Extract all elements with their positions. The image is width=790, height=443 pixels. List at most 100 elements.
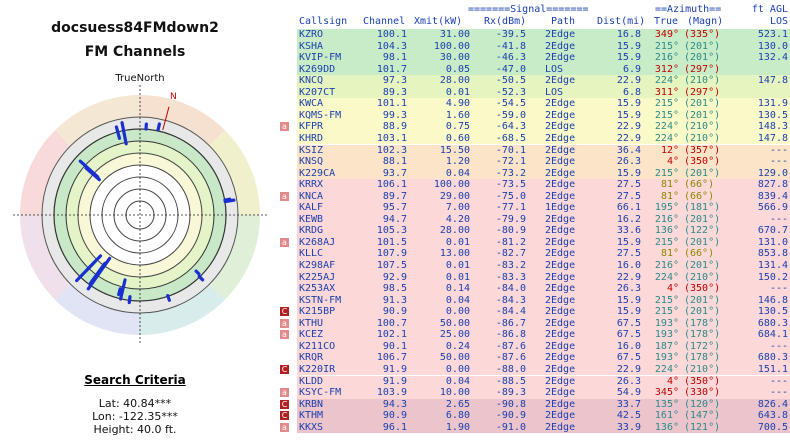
cell-los: 853.8 xyxy=(757,248,788,260)
cell-rx: -46.3 xyxy=(495,52,526,64)
cell-mg: (201°) xyxy=(684,260,721,271)
row-background xyxy=(297,132,790,145)
table-row[interactable]: KSTN-FM 91.3 0.04 -84.3 2Edge 15.9 215° (201°) 1… xyxy=(279,294,790,307)
cell-call: K229CA xyxy=(299,167,336,179)
cell-mg: (201°) xyxy=(684,294,721,306)
table-row[interactable]: K229CA 93.7 0.04 -73.2 2Edge 15.9 215° (201°) 12… xyxy=(279,167,790,180)
cell-ch: 90.1 xyxy=(382,340,407,352)
table-row[interactable]: a K268AJ 101.5 0.01 -81.2 2Edge 15.9 215° (201°)… xyxy=(279,236,790,249)
cell-dist: 67.5 xyxy=(616,317,641,329)
cell-mg: (210°) xyxy=(684,75,721,87)
table-row[interactable]: KRDG 105.3 28.00 -80.9 2Edge 33.6 136° (122°) 67… xyxy=(279,225,790,237)
cell-rx: -87.6 xyxy=(495,352,526,364)
table-row[interactable]: KQMS-FM 99.3 1.60 -59.0 2Edge 15.9 215° (201°) 1… xyxy=(279,109,790,122)
table-row[interactable]: K211CO 90.1 0.24 -87.6 2Edge 16.0 187° (172°) --… xyxy=(279,340,790,353)
cell-xmit: 0.01 xyxy=(445,260,470,271)
table-row[interactable]: C KRBN 94.3 2.65 -90.8 2Edge 33.7 135° (120°) 826… xyxy=(279,398,790,411)
xmit-header: Xmit(kW) xyxy=(414,16,463,27)
table-row[interactable]: KLLC 107.9 13.00 -82.7 2Edge 27.5 81° (66°) 853.… xyxy=(279,248,790,260)
row-background xyxy=(297,248,790,260)
cell-rx: -75.0 xyxy=(495,190,526,202)
table-row[interactable]: a KTHU 100.7 50.00 -86.7 2Edge 67.5 193° (178°) 6… xyxy=(279,317,790,330)
cell-ch: 98.5 xyxy=(382,283,407,295)
cell-mg: (210°) xyxy=(684,271,721,283)
cell-ch: 99.3 xyxy=(382,109,407,121)
magnetic-north-label: N xyxy=(170,92,177,102)
cell-path: 2Edge xyxy=(545,398,576,410)
cell-path: 2Edge xyxy=(545,352,576,364)
cell-call: KSHA xyxy=(299,40,324,52)
table-row[interactable]: KHRD 103.1 0.60 -68.5 2Edge 22.9 224° (210°) 147… xyxy=(279,132,790,145)
cell-rx: -82.7 xyxy=(495,248,526,260)
cell-tr: 4° xyxy=(666,283,679,295)
cell-call: KLLC xyxy=(299,248,324,260)
table-row[interactable]: K269DD 101.7 0.05 -47.0 LOS 6.9 312° (297°) xyxy=(279,63,790,76)
row-background xyxy=(297,317,790,330)
table-row[interactable]: K253AX 98.5 0.14 -84.0 2Edge 26.3 4° (350°) --- xyxy=(279,283,790,295)
cell-los: 132.4 xyxy=(757,52,788,64)
table-row[interactable]: KEWB 94.7 4.20 -79.9 2Edge 16.2 216° (201°) --- xyxy=(279,213,790,226)
cell-ch: 91.3 xyxy=(382,294,407,306)
table-row[interactable]: K225AJ 92.9 0.01 -83.3 2Edge 22.9 224° (210°) 15… xyxy=(279,271,790,284)
cell-dist: 16.0 xyxy=(616,340,641,352)
cell-los: 151.1 xyxy=(757,363,788,375)
cell-ch: 89.3 xyxy=(382,86,407,98)
cell-dist: 15.9 xyxy=(616,109,641,121)
cell-rx: -84.4 xyxy=(495,306,526,318)
table-row[interactable]: KSIZ 102.3 15.50 -70.1 2Edge 36.4 12° (357°) --- xyxy=(279,144,790,156)
cell-ch: 88.1 xyxy=(382,156,407,168)
cell-los xyxy=(741,64,788,76)
cell-dist: 15.9 xyxy=(616,306,641,318)
cell-tr: 215° xyxy=(654,40,679,52)
table-row[interactable]: a KKXS 96.1 1.90 -91.0 2Edge 33.9 136° (121°) 700… xyxy=(279,421,790,434)
azimuth-group-header: ==Azimuth== xyxy=(655,4,722,15)
table-row[interactable]: KLDD 91.9 0.04 -88.5 2Edge 26.3 4° (350°) --- xyxy=(279,375,790,387)
cell-mg: (210°) xyxy=(684,363,721,375)
table-row[interactable]: KSHA 104.3 100.00 -41.8 2Edge 15.9 215° (201°) 1… xyxy=(279,40,790,53)
table-row[interactable]: a KSYC-FM 103.9 10.00 -89.3 2Edge 54.9 345° (330… xyxy=(279,387,790,399)
table-row[interactable]: KRRX 106.1 100.00 -73.5 2Edge 27.5 81° (66°) 827… xyxy=(279,179,790,191)
table-row[interactable]: KVIP-FM 98.1 30.00 -46.3 2Edge 15.9 216° (201°)… xyxy=(279,52,790,64)
cell-path: 2Edge xyxy=(545,375,576,387)
table-row[interactable]: KALF 95.7 7.00 -77.1 1Edge 66.1 195° (181°) 566.… xyxy=(279,202,790,214)
cell-path: 2Edge xyxy=(545,329,576,341)
cell-xmit: 7.00 xyxy=(445,202,470,214)
cell-mg: (178°) xyxy=(684,317,721,329)
cell-ch: 102.1 xyxy=(376,329,407,341)
cell-dist: 33.6 xyxy=(616,225,641,237)
table-row[interactable]: a KNCA 89.7 29.00 -75.0 2Edge 27.5 81° (66°) 839.… xyxy=(279,190,790,203)
table-row[interactable]: KZRO 100.1 31.00 -39.5 2Edge 16.8 349° (335°) 52… xyxy=(279,29,790,41)
cell-call: K207CT xyxy=(299,86,336,98)
table-row[interactable]: a KCEZ 102.1 25.00 -86.8 2Edge 67.5 193° (178°) 6… xyxy=(279,329,790,341)
cell-los: 684.1 xyxy=(757,329,788,341)
table-row[interactable]: KWCA 101.1 4.90 -54.5 2Edge 15.9 215° (201°) 131… xyxy=(279,98,790,110)
cell-los: 147.8 xyxy=(757,75,788,87)
table-row[interactable]: C K220IR 91.9 0.00 -88.0 2Edge 22.9 224° (210°) 1… xyxy=(279,363,790,376)
table-row[interactable]: KNSQ 88.1 1.20 -72.1 2Edge 26.3 4° (350°) --- xyxy=(279,156,790,168)
cell-ch: 90.9 xyxy=(382,306,407,318)
row-flag-badge: a xyxy=(280,330,289,340)
row-flag-badge: a xyxy=(280,237,289,247)
cell-ch: 94.7 xyxy=(382,213,407,225)
cell-tr: 215° xyxy=(654,167,679,179)
table-row[interactable]: K207CT 89.3 0.01 -52.3 LOS 6.8 311° (297°) xyxy=(279,86,790,99)
table-row[interactable]: a KFPR 88.9 0.75 -64.3 2Edge 22.9 224° (210°) 148… xyxy=(279,121,790,133)
table-row[interactable]: KRQR 106.7 50.00 -87.6 2Edge 67.5 193° (178°) 68… xyxy=(279,352,790,364)
cell-dist: 66.1 xyxy=(616,202,641,214)
cell-los: 839.4 xyxy=(757,190,788,202)
row-background xyxy=(297,75,790,87)
table-row[interactable]: KNCQ 97.3 28.00 -50.5 2Edge 22.9 224° (210°) 147… xyxy=(279,75,790,87)
cell-dist: 26.3 xyxy=(616,156,641,168)
cell-mg: (297°) xyxy=(684,63,721,75)
table-row[interactable]: K298AF 107.5 0.01 -83.2 2Edge 16.0 216° (201°) 1… xyxy=(279,260,790,272)
cell-dist: 33.9 xyxy=(616,421,641,433)
cell-tr: 345° xyxy=(654,387,679,399)
row-flag-badge: a xyxy=(280,388,289,398)
cell-dist: 16.8 xyxy=(616,29,641,40)
cell-call: K298AF xyxy=(299,260,336,271)
cell-path: LOS xyxy=(545,86,564,98)
cell-tr: 224° xyxy=(654,132,679,144)
table-row[interactable]: C KTHM 90.9 6.80 -90.9 2Edge 42.5 161° (147°) 643… xyxy=(279,410,790,422)
table-row[interactable]: C K215BP 90.9 0.00 -84.4 2Edge 15.9 215° (201°) 1… xyxy=(279,306,790,318)
cell-ch: 98.1 xyxy=(382,52,407,64)
